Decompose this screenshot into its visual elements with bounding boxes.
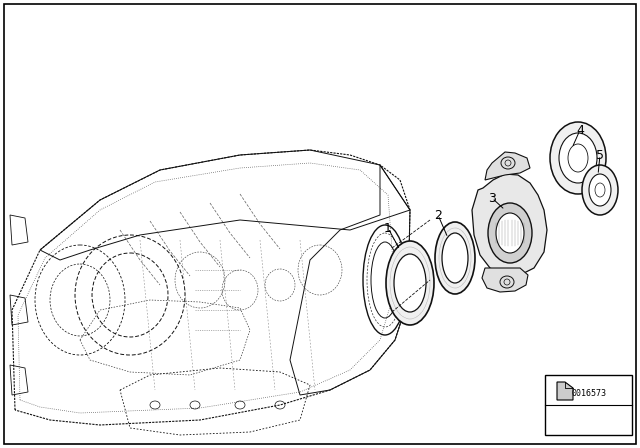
Polygon shape (482, 268, 528, 292)
Bar (545, 375, 632, 435)
Text: 2: 2 (434, 208, 442, 221)
Ellipse shape (386, 241, 434, 325)
Text: 0016573: 0016573 (572, 388, 607, 397)
Ellipse shape (488, 203, 532, 263)
Text: 4: 4 (576, 124, 584, 137)
Ellipse shape (496, 213, 524, 253)
Text: 5: 5 (596, 148, 604, 161)
Polygon shape (557, 382, 573, 400)
Polygon shape (472, 174, 547, 275)
Ellipse shape (550, 122, 606, 194)
Ellipse shape (582, 165, 618, 215)
Text: 3: 3 (488, 191, 496, 204)
Ellipse shape (435, 222, 475, 294)
Ellipse shape (589, 174, 611, 206)
Ellipse shape (442, 233, 468, 283)
Text: 1: 1 (384, 221, 392, 234)
Polygon shape (485, 152, 530, 180)
Ellipse shape (394, 254, 426, 312)
Ellipse shape (559, 133, 597, 183)
